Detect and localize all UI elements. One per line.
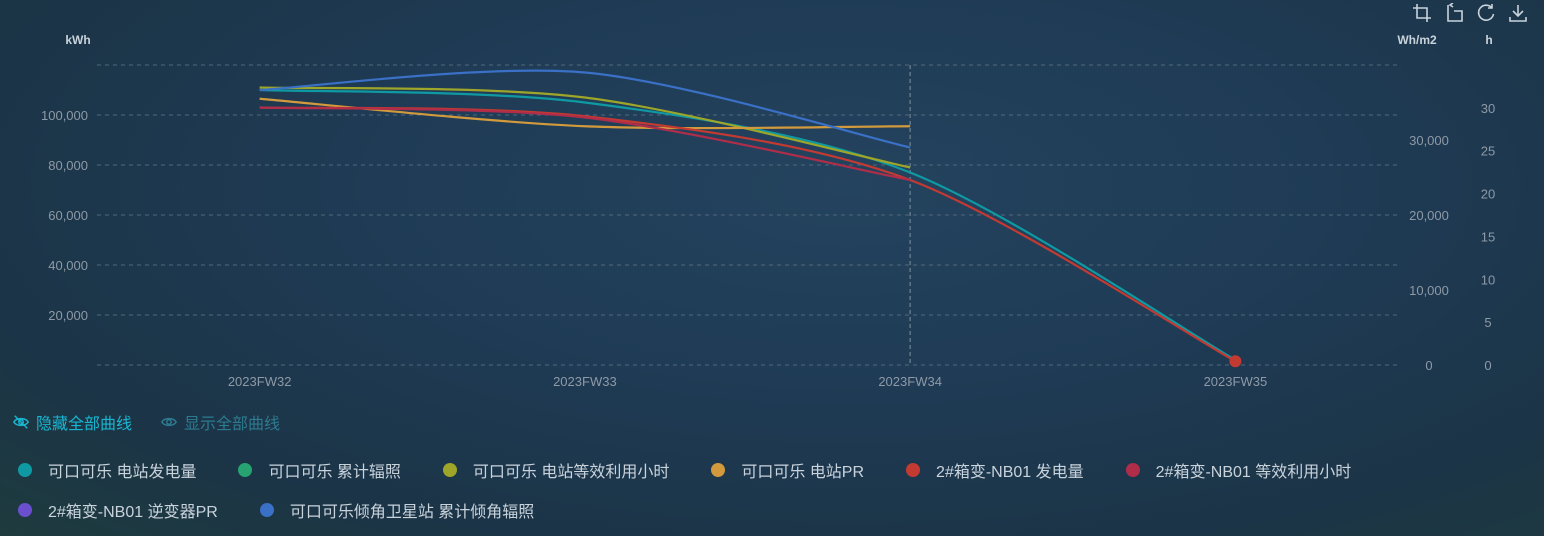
- series-line[interactable]: [259, 69, 911, 149]
- right-axis-whm2-tick-label: 0: [1425, 358, 1432, 373]
- series-markers[interactable]: [1229, 355, 1242, 368]
- show-all-curves-button[interactable]: 显示全部曲线: [160, 410, 280, 434]
- right-axis-h-tick-label: 15: [1481, 229, 1495, 244]
- legend-color-dot: [442, 463, 457, 477]
- legend-item[interactable]: 2#箱变-NB01 逆变器PR: [18, 500, 218, 521]
- legend-item[interactable]: 可口可乐 电站等效利用小时: [442, 460, 670, 481]
- right-axis-h-tick-label: 25: [1481, 144, 1495, 159]
- hide-all-curves-button[interactable]: 隐藏全部曲线: [12, 410, 132, 434]
- right-axis-whm2-tick-label: 10,000: [1409, 283, 1449, 298]
- x-axis-tick-label: 2023FW32: [228, 374, 292, 389]
- zoom-area-icon[interactable]: [1410, 2, 1434, 24]
- series-line[interactable]: [259, 88, 1236, 361]
- right-axis-h-tick-label: 20: [1481, 187, 1495, 202]
- right-axis-whm2-unit: Wh/m2: [1397, 33, 1437, 47]
- right-axis-whm2-tick-label: 30,000: [1409, 133, 1449, 148]
- right-axis-whm2-tick-label: 20,000: [1409, 208, 1449, 223]
- x-axis-tick-label: 2023FW35: [1204, 374, 1268, 389]
- x-axis-ticks: 2023FW32 2023FW33 2023FW34 2023FW35: [228, 374, 1267, 389]
- chart-toolbox: [1410, 2, 1530, 24]
- right-axis-h-tick-label: 0: [1484, 358, 1491, 373]
- series-lines[interactable]: [259, 69, 1236, 363]
- legend-label: 2#箱变-NB01 逆变器PR: [48, 504, 218, 521]
- legend-item[interactable]: 可口可乐倾角卫星站 累计倾角辐照: [259, 500, 535, 521]
- legend-item[interactable]: 可口可乐 电站发电量: [18, 460, 197, 481]
- eye-icon: [160, 417, 178, 427]
- x-axis-tick-label: 2023FW34: [878, 374, 942, 389]
- left-axis-ticks: 20,000 40,000 60,000 80,000 100,000: [41, 108, 88, 323]
- right-axis-h-unit: h: [1485, 33, 1492, 47]
- right-axis-h-tick-label: 30: [1481, 101, 1495, 116]
- chart-canvas: 20,000 40,000 60,000 80,000 100,000 0 10,000 2…: [41, 33, 1495, 389]
- grid-lines: [97, 64, 1398, 366]
- eye-off-icon: [12, 415, 30, 429]
- legend-label: 2#箱变-NB01 等效利用小时: [1155, 464, 1352, 481]
- right-axis-h-ticks: 0 5 10 15 20 25 30: [1481, 101, 1495, 373]
- legend-item[interactable]: 2#箱变-NB01 等效利用小时: [1125, 460, 1352, 481]
- legend-item[interactable]: 可口可乐 累计辐照: [238, 460, 401, 481]
- legend-color-dot: [18, 463, 32, 477]
- legend-label: 可口可乐倾角卫星站 累计倾角辐照: [289, 504, 535, 521]
- legend-color-dot: [1125, 463, 1140, 477]
- legend-color-dot: [906, 463, 921, 477]
- legend-color-dot: [259, 503, 274, 517]
- download-icon[interactable]: [1506, 2, 1530, 24]
- right-axis-h-tick-label: 5: [1484, 315, 1491, 330]
- series-line[interactable]: [259, 86, 911, 169]
- series-line[interactable]: [259, 106, 911, 182]
- legend-label: 2#箱变-NB01 发电量: [936, 464, 1084, 481]
- legend-color-dot: [238, 463, 253, 477]
- legend-label: 可口可乐 电站发电量: [48, 464, 197, 481]
- left-axis-tick-label: 40,000: [48, 258, 88, 273]
- zoom-reset-icon[interactable]: [1442, 2, 1466, 24]
- right-axis-whm2-ticks: 0 10,000 20,000 30,000: [1409, 133, 1449, 373]
- restore-icon[interactable]: [1474, 2, 1498, 24]
- right-axis-h-tick-label: 10: [1481, 272, 1495, 287]
- legend-color-dot: [18, 503, 32, 517]
- legend-label: 可口可乐 电站等效利用小时: [472, 464, 670, 481]
- chart-legend: 可口可乐 电站发电量 可口可乐 累计辐照 可口可乐 电站等效利用小时 可口可乐 电站P…: [18, 460, 1518, 521]
- left-axis-tick-label: 60,000: [48, 208, 88, 223]
- legend-item[interactable]: 2#箱变-NB01 发电量: [906, 460, 1084, 481]
- left-axis-tick-label: 100,000: [41, 108, 88, 123]
- left-axis-tick-label: 20,000: [48, 308, 88, 323]
- series-end-marker[interactable]: [1229, 355, 1242, 368]
- left-axis-unit: kWh: [65, 33, 90, 47]
- hide-all-curves-label: 隐藏全部曲线: [36, 416, 133, 433]
- curve-toggles: 隐藏全部曲线 显示全部曲线: [12, 410, 280, 434]
- show-all-curves-label: 显示全部曲线: [184, 416, 281, 433]
- legend-label: 可口可乐 累计辐照: [268, 464, 401, 481]
- legend-item[interactable]: 可口可乐 电站PR: [711, 460, 865, 481]
- legend-color-dot: [711, 463, 726, 477]
- left-axis-tick-label: 80,000: [48, 158, 88, 173]
- x-axis-tick-label: 2023FW33: [553, 374, 617, 389]
- legend-label: 可口可乐 电站PR: [741, 464, 865, 481]
